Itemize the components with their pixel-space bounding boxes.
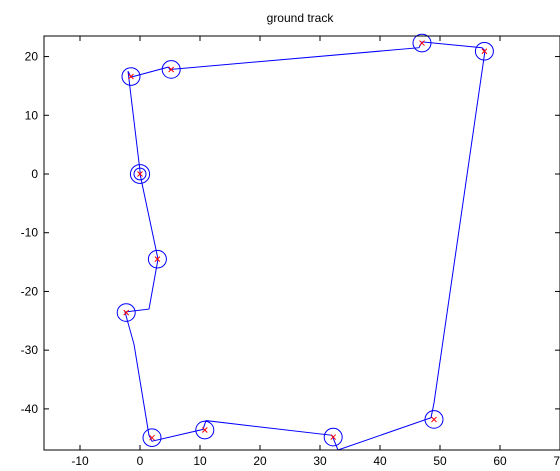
waypoint-marker <box>137 171 143 177</box>
waypoint-marker <box>330 434 337 440</box>
waypoint-marker <box>431 416 437 423</box>
track-loop <box>121 67 141 86</box>
track-loop <box>133 167 147 181</box>
track-loop <box>129 164 151 184</box>
y-tick-label: -10 <box>21 226 39 240</box>
y-tick-label: -20 <box>21 284 39 298</box>
waypoint-marker <box>419 40 425 46</box>
x-tick-label: -10 <box>71 454 89 468</box>
waypoint-marker <box>154 256 161 263</box>
track-layer <box>116 33 494 451</box>
waypoint-marker <box>201 427 208 433</box>
track-loop <box>116 303 136 322</box>
track-loop <box>424 410 444 429</box>
x-tick-label: 60 <box>493 454 507 468</box>
waypoint-marker <box>481 48 488 55</box>
track-loop <box>323 427 343 447</box>
track-loop <box>142 428 162 447</box>
x-tick-label: 50 <box>433 454 447 468</box>
track-loop <box>147 249 167 269</box>
x-tick-label: 20 <box>253 454 267 468</box>
y-tick-label: 10 <box>25 108 39 122</box>
track-loop <box>195 420 215 440</box>
y-tick-label: 20 <box>25 50 39 64</box>
y-tick-label: -30 <box>21 343 39 357</box>
x-tick-label: 10 <box>193 454 207 468</box>
x-tick-label: 40 <box>373 454 387 468</box>
waypoint-marker <box>149 434 155 441</box>
y-tick-label: -40 <box>21 402 39 416</box>
waypoint-marker <box>123 309 130 316</box>
y-tick-label: 0 <box>31 167 38 181</box>
track-loop <box>161 60 181 79</box>
axes-frame <box>43 35 560 451</box>
x-tick-label: 0 <box>137 454 144 468</box>
x-tick-label: 30 <box>313 454 327 468</box>
waypoint-marker <box>168 66 175 73</box>
track-loop <box>412 33 432 53</box>
chart-title: ground track <box>267 11 335 25</box>
x-tick-label: 70 <box>553 454 560 468</box>
track-line <box>124 41 486 451</box>
track-loop <box>474 41 494 61</box>
tick-layer: -10 0 10 20 30 40 50 60 70 -40 -30 -20 -10 0 10 20 <box>21 36 560 468</box>
marker-layer <box>123 40 488 441</box>
waypoint-marker <box>128 73 134 80</box>
